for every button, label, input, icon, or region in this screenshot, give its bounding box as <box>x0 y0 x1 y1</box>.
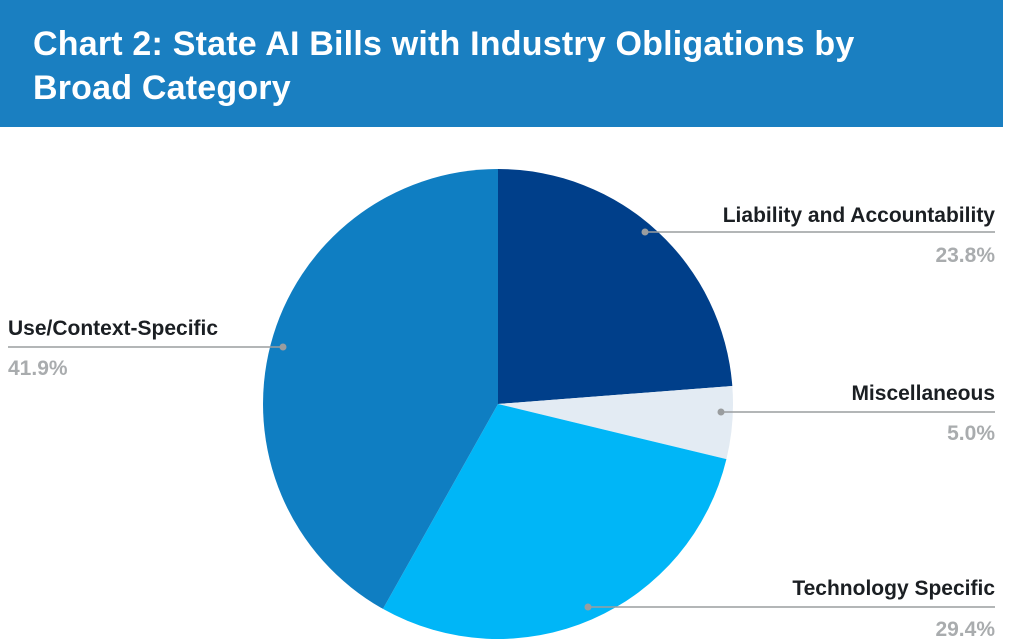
slice-value-technology-specific: 29.4% <box>935 618 995 641</box>
slice-label-use-context-specific: Use/Context-Specific <box>8 317 218 340</box>
leader-dot-technology-specific <box>584 603 592 611</box>
pie-slice-use-context-specific <box>263 169 498 609</box>
pie-slices <box>263 169 734 639</box>
chart-title: Chart 2: State AI Bills with Industry Ob… <box>33 25 855 107</box>
leader-dot-liability-and-accountability <box>641 228 649 236</box>
pie-slice-technology-specific <box>382 404 727 639</box>
slice-label-miscellaneous: Miscellaneous <box>851 382 995 405</box>
slice-labels: Liability and Accountability 23.8% Miscell… <box>8 204 995 641</box>
slice-label-liability-and-accountability: Liability and Accountability <box>723 204 996 227</box>
slice-value-miscellaneous: 5.0% <box>947 422 995 445</box>
pie-slice-miscellaneous <box>498 385 734 460</box>
leader-dot-use-context-specific <box>279 343 287 351</box>
slice-value-liability-and-accountability: 23.8% <box>935 244 995 267</box>
chart-header: Chart 2: State AI Bills with Industry Ob… <box>0 0 1003 127</box>
leader-dot-miscellaneous <box>717 408 725 416</box>
slice-label-technology-specific: Technology Specific <box>792 577 995 600</box>
leader-lines <box>8 228 995 611</box>
pie-slice-liability-and-accountability <box>498 169 733 404</box>
slice-value-use-context-specific: 41.9% <box>8 357 68 380</box>
